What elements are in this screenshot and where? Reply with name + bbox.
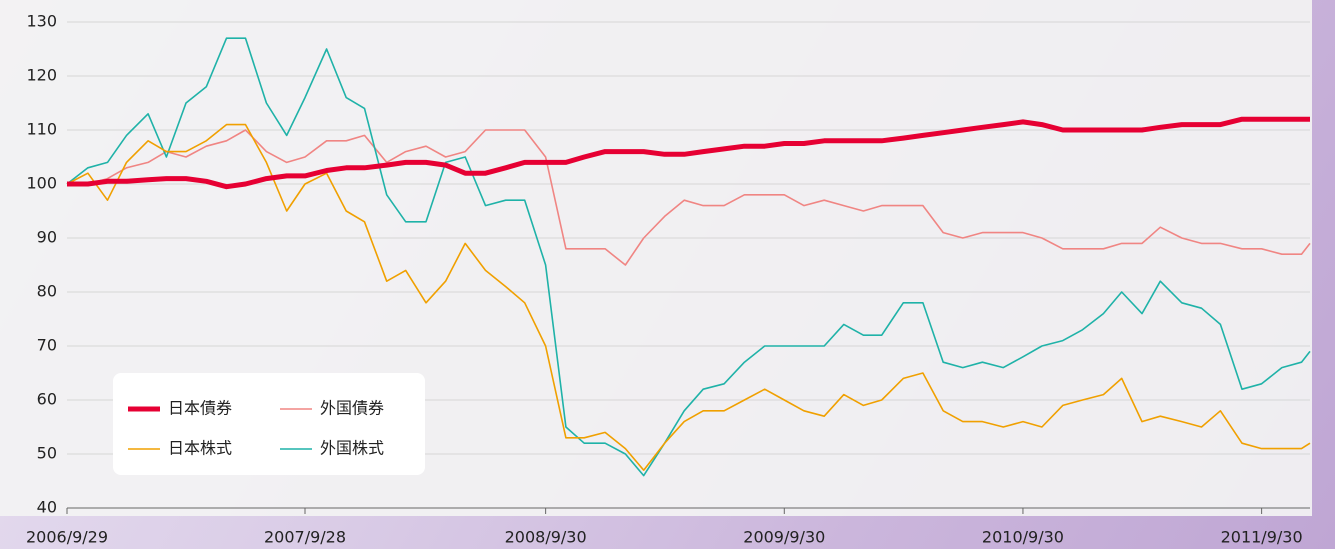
x-tick-label: 2009/9/30 [743, 528, 825, 547]
y-tick-label: 120 [26, 66, 57, 85]
x-tick-label: 2006/9/29 [26, 528, 108, 547]
y-tick-label: 130 [26, 12, 57, 31]
x-tick-label: 2011/9/30 [1221, 528, 1303, 547]
chart: 40 50 60 70 80 90 100 110 120 130 2006/9/29 2007/9/… [0, 0, 1335, 549]
y-tick-label: 70 [37, 336, 57, 355]
legend-box [113, 373, 425, 475]
x-tick-label: 2008/9/30 [505, 528, 587, 547]
y-tick-label: 90 [37, 228, 57, 247]
legend-label: 外国株式 [320, 439, 384, 458]
x-tick-label: 2010/9/30 [982, 528, 1064, 547]
y-tick-label: 40 [37, 498, 57, 517]
y-tick-label: 50 [37, 444, 57, 463]
y-tick-label: 100 [26, 174, 57, 193]
legend-label: 日本債券 [168, 399, 232, 418]
y-tick-label: 60 [37, 390, 57, 409]
x-tick-label: 2007/9/28 [264, 528, 346, 547]
y-tick-label: 80 [37, 282, 57, 301]
y-tick-label: 110 [26, 120, 57, 139]
legend-label: 日本株式 [168, 439, 232, 458]
legend-label: 外国債券 [320, 399, 384, 418]
